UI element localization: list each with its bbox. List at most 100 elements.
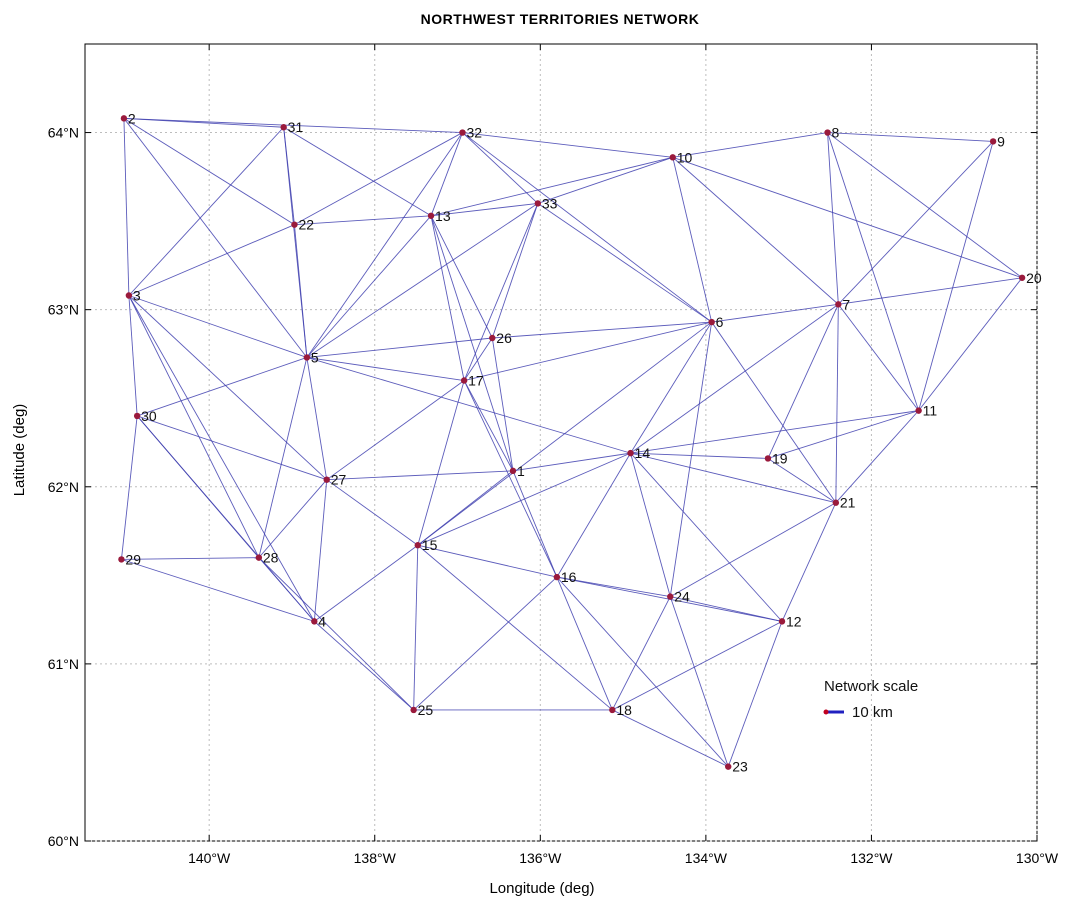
network-node-label: 28 [263, 550, 279, 566]
y-tick-label: 64°N [48, 125, 79, 141]
network-node-label: 30 [141, 408, 157, 424]
network-edge [128, 295, 315, 622]
network-node-marker [627, 449, 634, 457]
network-edge [120, 415, 138, 560]
network-edge [669, 321, 713, 597]
network-node-label: 26 [496, 330, 512, 346]
network-edge [630, 452, 783, 622]
network-node-label: 13 [435, 208, 451, 224]
x-tick-label: 138°W [354, 850, 397, 866]
network-edge [462, 132, 712, 323]
network-node-marker [120, 115, 128, 122]
network-nodes: 2 31 32 8 9 10 33 13 22 3 20 7 6 26 5 17 11 30 14 19 1 27 21 15… [118, 110, 1042, 775]
network-edge [462, 132, 539, 204]
network-edge [672, 132, 828, 158]
network-node-label: 18 [616, 702, 632, 718]
network-edge [491, 203, 539, 339]
network-edge [258, 479, 328, 558]
network-node-marker [460, 377, 468, 384]
network-edge [128, 295, 260, 558]
network-node-marker [725, 763, 732, 770]
network-edge [137, 415, 327, 481]
network-edge [612, 709, 729, 768]
y-tick-label: 60°N [48, 833, 79, 849]
network-edge [430, 215, 514, 471]
network-edge [827, 132, 839, 305]
network-edge [492, 321, 712, 339]
network-edge [430, 156, 673, 217]
network-node-marker [118, 556, 125, 563]
network-edge [556, 452, 631, 578]
network-edge [123, 118, 308, 358]
network-node-label: 10 [677, 149, 693, 165]
network-edge [283, 126, 432, 217]
network-node-label: 19 [772, 450, 788, 466]
network-node-marker [669, 154, 676, 161]
network-edge [326, 479, 419, 546]
network-edge [556, 576, 613, 711]
legend-entry: 10 km [852, 704, 893, 721]
network-node-marker [280, 124, 287, 131]
network-node-marker [489, 334, 496, 342]
network-edge [463, 380, 514, 472]
network-node-marker [534, 200, 542, 207]
network-edge [491, 337, 514, 471]
x-tick-label: 130°W [1016, 850, 1059, 866]
network-node-marker [989, 138, 997, 145]
y-tick-label: 61°N [48, 656, 79, 672]
network-edge [537, 156, 673, 204]
plot-frame [84, 43, 1038, 842]
network-node-label: 23 [732, 759, 748, 775]
network-node-label: 16 [561, 569, 577, 585]
network-edge [306, 337, 493, 358]
network-node-marker [824, 129, 831, 136]
network-node-label: 27 [331, 472, 347, 488]
network-edge [306, 215, 432, 358]
chart-title: NORTHWEST TERRITORIES NETWORK [421, 11, 700, 27]
network-node-label: 17 [468, 373, 484, 389]
network-node-marker [609, 706, 616, 714]
network-edge [258, 357, 308, 558]
network-edge [767, 410, 919, 459]
network-edges [120, 117, 1023, 768]
network-edge [835, 410, 919, 504]
network-edge [293, 224, 308, 358]
network-node-marker [764, 455, 772, 462]
network-edge [630, 410, 919, 454]
network-node-label: 14 [635, 445, 651, 461]
network-edge [306, 203, 539, 358]
network-edge [827, 132, 1023, 279]
network-edge [838, 277, 1023, 305]
network-node-label: 24 [674, 589, 690, 605]
network-edge [711, 321, 837, 503]
network-node-marker [410, 706, 417, 714]
axis-ticks: 140°W 138°W 136°W 134°W 132°W 130°W60°N61°N62… [48, 44, 1059, 866]
network-edge [512, 452, 631, 472]
network-edge [314, 621, 414, 711]
network-node-marker [133, 412, 141, 420]
network-edge [306, 357, 328, 480]
network-edge [294, 132, 463, 226]
network-node-label: 11 [923, 403, 938, 419]
network-edge [417, 452, 631, 546]
network-edge [123, 117, 463, 134]
y-tick-label: 62°N [48, 479, 79, 495]
network-edge [918, 277, 1023, 411]
network-edge [128, 295, 328, 481]
network-node-label: 8 [832, 125, 840, 141]
network-edge [128, 224, 295, 296]
network-node-marker [915, 407, 922, 414]
network-edge [137, 357, 308, 417]
network-node-marker [708, 318, 715, 326]
network-edge [128, 126, 285, 296]
network-edge [417, 470, 514, 546]
network-edge [711, 303, 839, 323]
network-edge [306, 132, 463, 358]
network-edge [556, 576, 671, 598]
network-node-marker [509, 467, 517, 475]
network-node-marker [311, 618, 318, 625]
network-edge [413, 545, 419, 710]
x-tick-label: 132°W [850, 850, 893, 866]
network-node-marker [1018, 274, 1026, 281]
y-axis-label: Latitude (deg) [11, 404, 28, 497]
